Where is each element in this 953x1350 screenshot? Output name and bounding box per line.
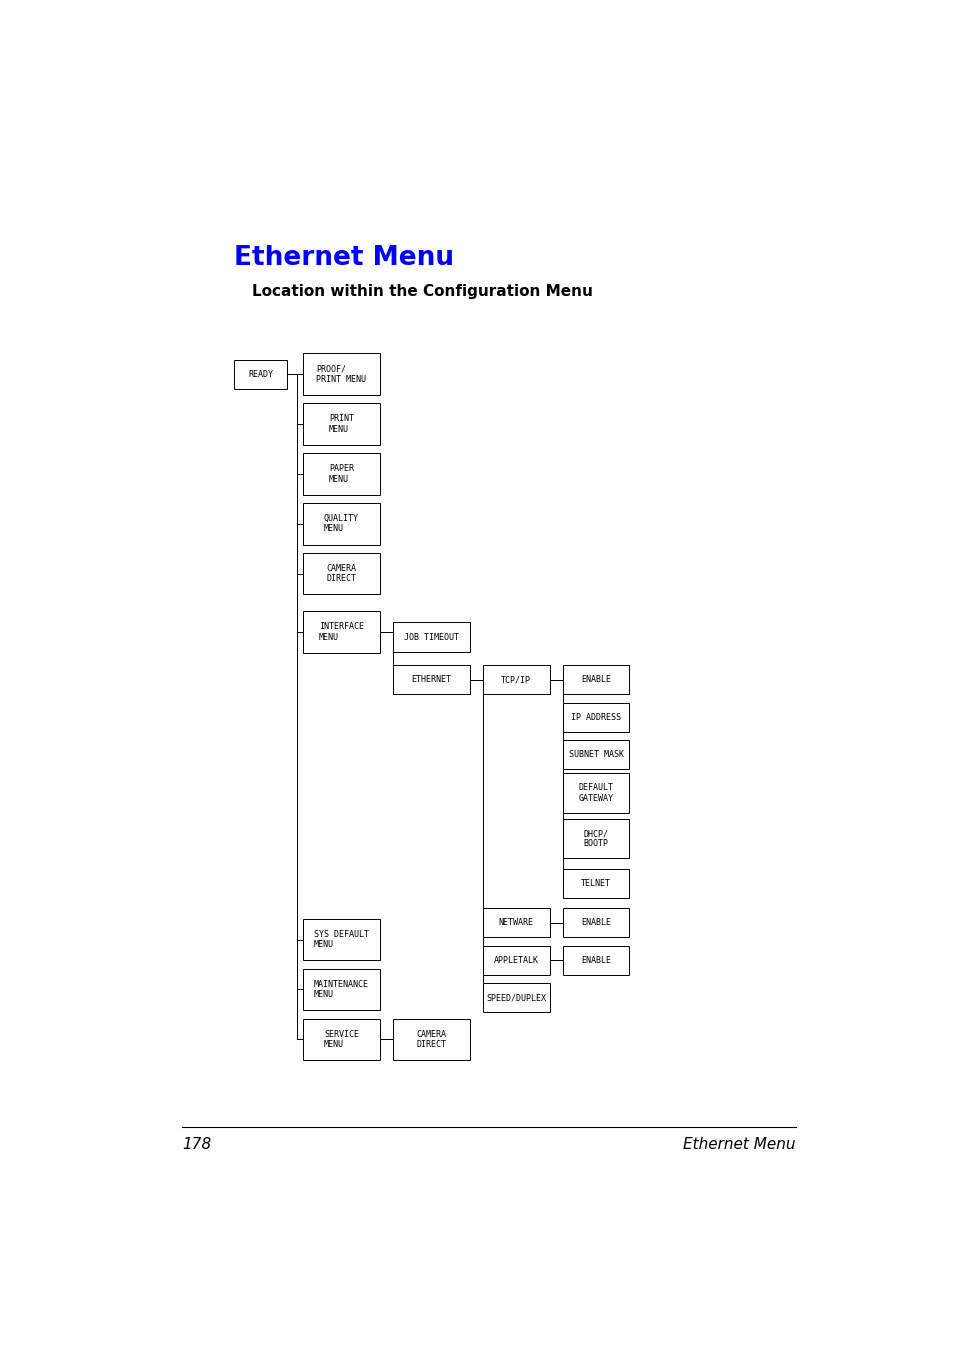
FancyBboxPatch shape (302, 404, 380, 444)
FancyBboxPatch shape (482, 946, 549, 975)
FancyBboxPatch shape (562, 702, 629, 732)
FancyBboxPatch shape (302, 612, 380, 652)
Text: INTERFACE
MENU: INTERFACE MENU (318, 622, 363, 641)
FancyBboxPatch shape (562, 946, 629, 975)
Text: ENABLE: ENABLE (580, 956, 611, 965)
Text: Ethernet Menu: Ethernet Menu (233, 246, 454, 271)
Text: READY: READY (248, 370, 273, 378)
Text: 178: 178 (182, 1137, 212, 1152)
FancyBboxPatch shape (302, 504, 380, 544)
Text: ETHERNET: ETHERNET (411, 675, 451, 684)
FancyBboxPatch shape (562, 774, 629, 813)
FancyBboxPatch shape (302, 554, 380, 594)
Text: CAMERA
DIRECT: CAMERA DIRECT (416, 1030, 446, 1049)
FancyBboxPatch shape (302, 919, 380, 960)
Text: MAINTENANCE
MENU: MAINTENANCE MENU (314, 980, 369, 999)
Text: ENABLE: ENABLE (580, 675, 611, 684)
FancyBboxPatch shape (562, 869, 629, 898)
Text: APPLETALK: APPLETALK (494, 956, 538, 965)
FancyBboxPatch shape (393, 622, 470, 652)
Text: SYS DEFAULT
MENU: SYS DEFAULT MENU (314, 930, 369, 949)
Text: Location within the Configuration Menu: Location within the Configuration Menu (252, 285, 593, 300)
Text: TELNET: TELNET (580, 879, 611, 888)
Text: PAPER
MENU: PAPER MENU (329, 464, 354, 483)
FancyBboxPatch shape (562, 909, 629, 937)
FancyBboxPatch shape (233, 359, 287, 389)
Text: QUALITY
MENU: QUALITY MENU (324, 514, 358, 533)
Text: CAMERA
DIRECT: CAMERA DIRECT (326, 564, 356, 583)
FancyBboxPatch shape (302, 454, 380, 494)
FancyBboxPatch shape (482, 909, 549, 937)
Text: TCP/IP: TCP/IP (500, 675, 531, 684)
FancyBboxPatch shape (562, 819, 629, 859)
Text: SPEED/DUPLEX: SPEED/DUPLEX (486, 994, 546, 1002)
FancyBboxPatch shape (482, 666, 549, 694)
FancyBboxPatch shape (393, 1018, 470, 1060)
FancyBboxPatch shape (482, 983, 549, 1012)
FancyBboxPatch shape (562, 666, 629, 694)
Text: DHCP/
BOOTP: DHCP/ BOOTP (583, 829, 608, 848)
Text: ENABLE: ENABLE (580, 918, 611, 927)
Text: JOB TIMEOUT: JOB TIMEOUT (404, 633, 458, 641)
Text: SERVICE
MENU: SERVICE MENU (324, 1030, 358, 1049)
Text: PROOF/
PRINT MENU: PROOF/ PRINT MENU (316, 364, 366, 383)
Text: DEFAULT
GATEWAY: DEFAULT GATEWAY (578, 783, 613, 803)
FancyBboxPatch shape (302, 354, 380, 394)
Text: NETWARE: NETWARE (498, 918, 534, 927)
FancyBboxPatch shape (302, 1018, 380, 1060)
FancyBboxPatch shape (393, 666, 470, 694)
FancyBboxPatch shape (562, 740, 629, 770)
FancyBboxPatch shape (302, 969, 380, 1010)
Text: SUBNET MASK: SUBNET MASK (568, 751, 623, 759)
Text: IP ADDRESS: IP ADDRESS (571, 713, 620, 722)
Text: PRINT
MENU: PRINT MENU (329, 414, 354, 433)
Text: Ethernet Menu: Ethernet Menu (682, 1137, 795, 1152)
